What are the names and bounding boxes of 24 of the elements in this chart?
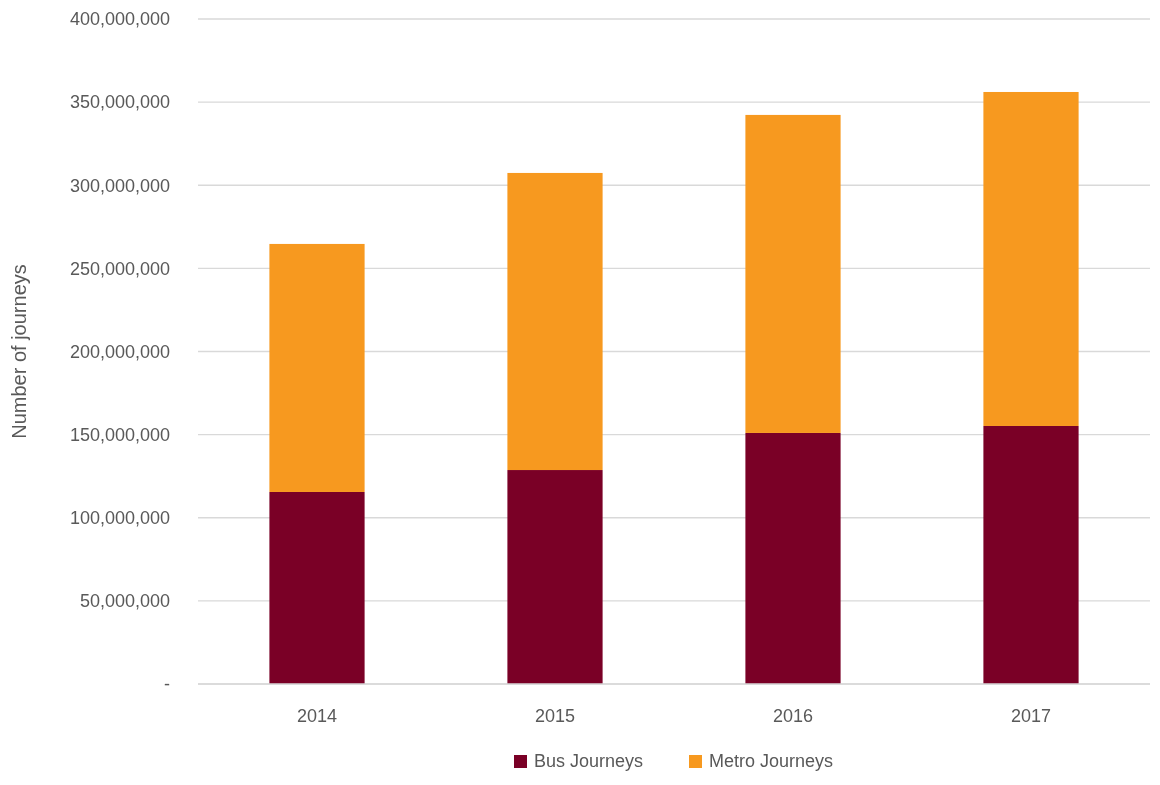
y-tick-label: 50,000,000 [79,591,170,612]
x-tick-label: 2014 [296,706,338,726]
y-tick-label: 350,000,000 [69,92,170,113]
bar [983,425,1079,684]
bar [745,114,841,433]
y-tick-label: 250,000,000 [69,258,170,279]
y-tick-label: 150,000,000 [69,424,170,445]
bar [269,491,365,684]
x-tick-label: 2016 [772,706,814,726]
bar [745,432,841,684]
y-tick-label: 100,000,000 [69,508,170,529]
x-tick-label: 2017 [1010,706,1052,726]
y-tick-label: - [164,674,170,695]
bar [983,91,1079,426]
y-tick-label: 400,000,000 [69,9,170,30]
y-tick-label: 300,000,000 [69,175,170,196]
y-axis-title: Number of journeys [8,264,30,439]
bar [507,470,603,684]
bar [507,172,603,471]
y-tick-label: 200,000,000 [69,341,170,362]
x-tick-label: 2015 [534,706,576,726]
legend-label: Metro Journeys [709,751,834,771]
legend-label: Bus Journeys [534,751,644,771]
bar [269,243,365,492]
